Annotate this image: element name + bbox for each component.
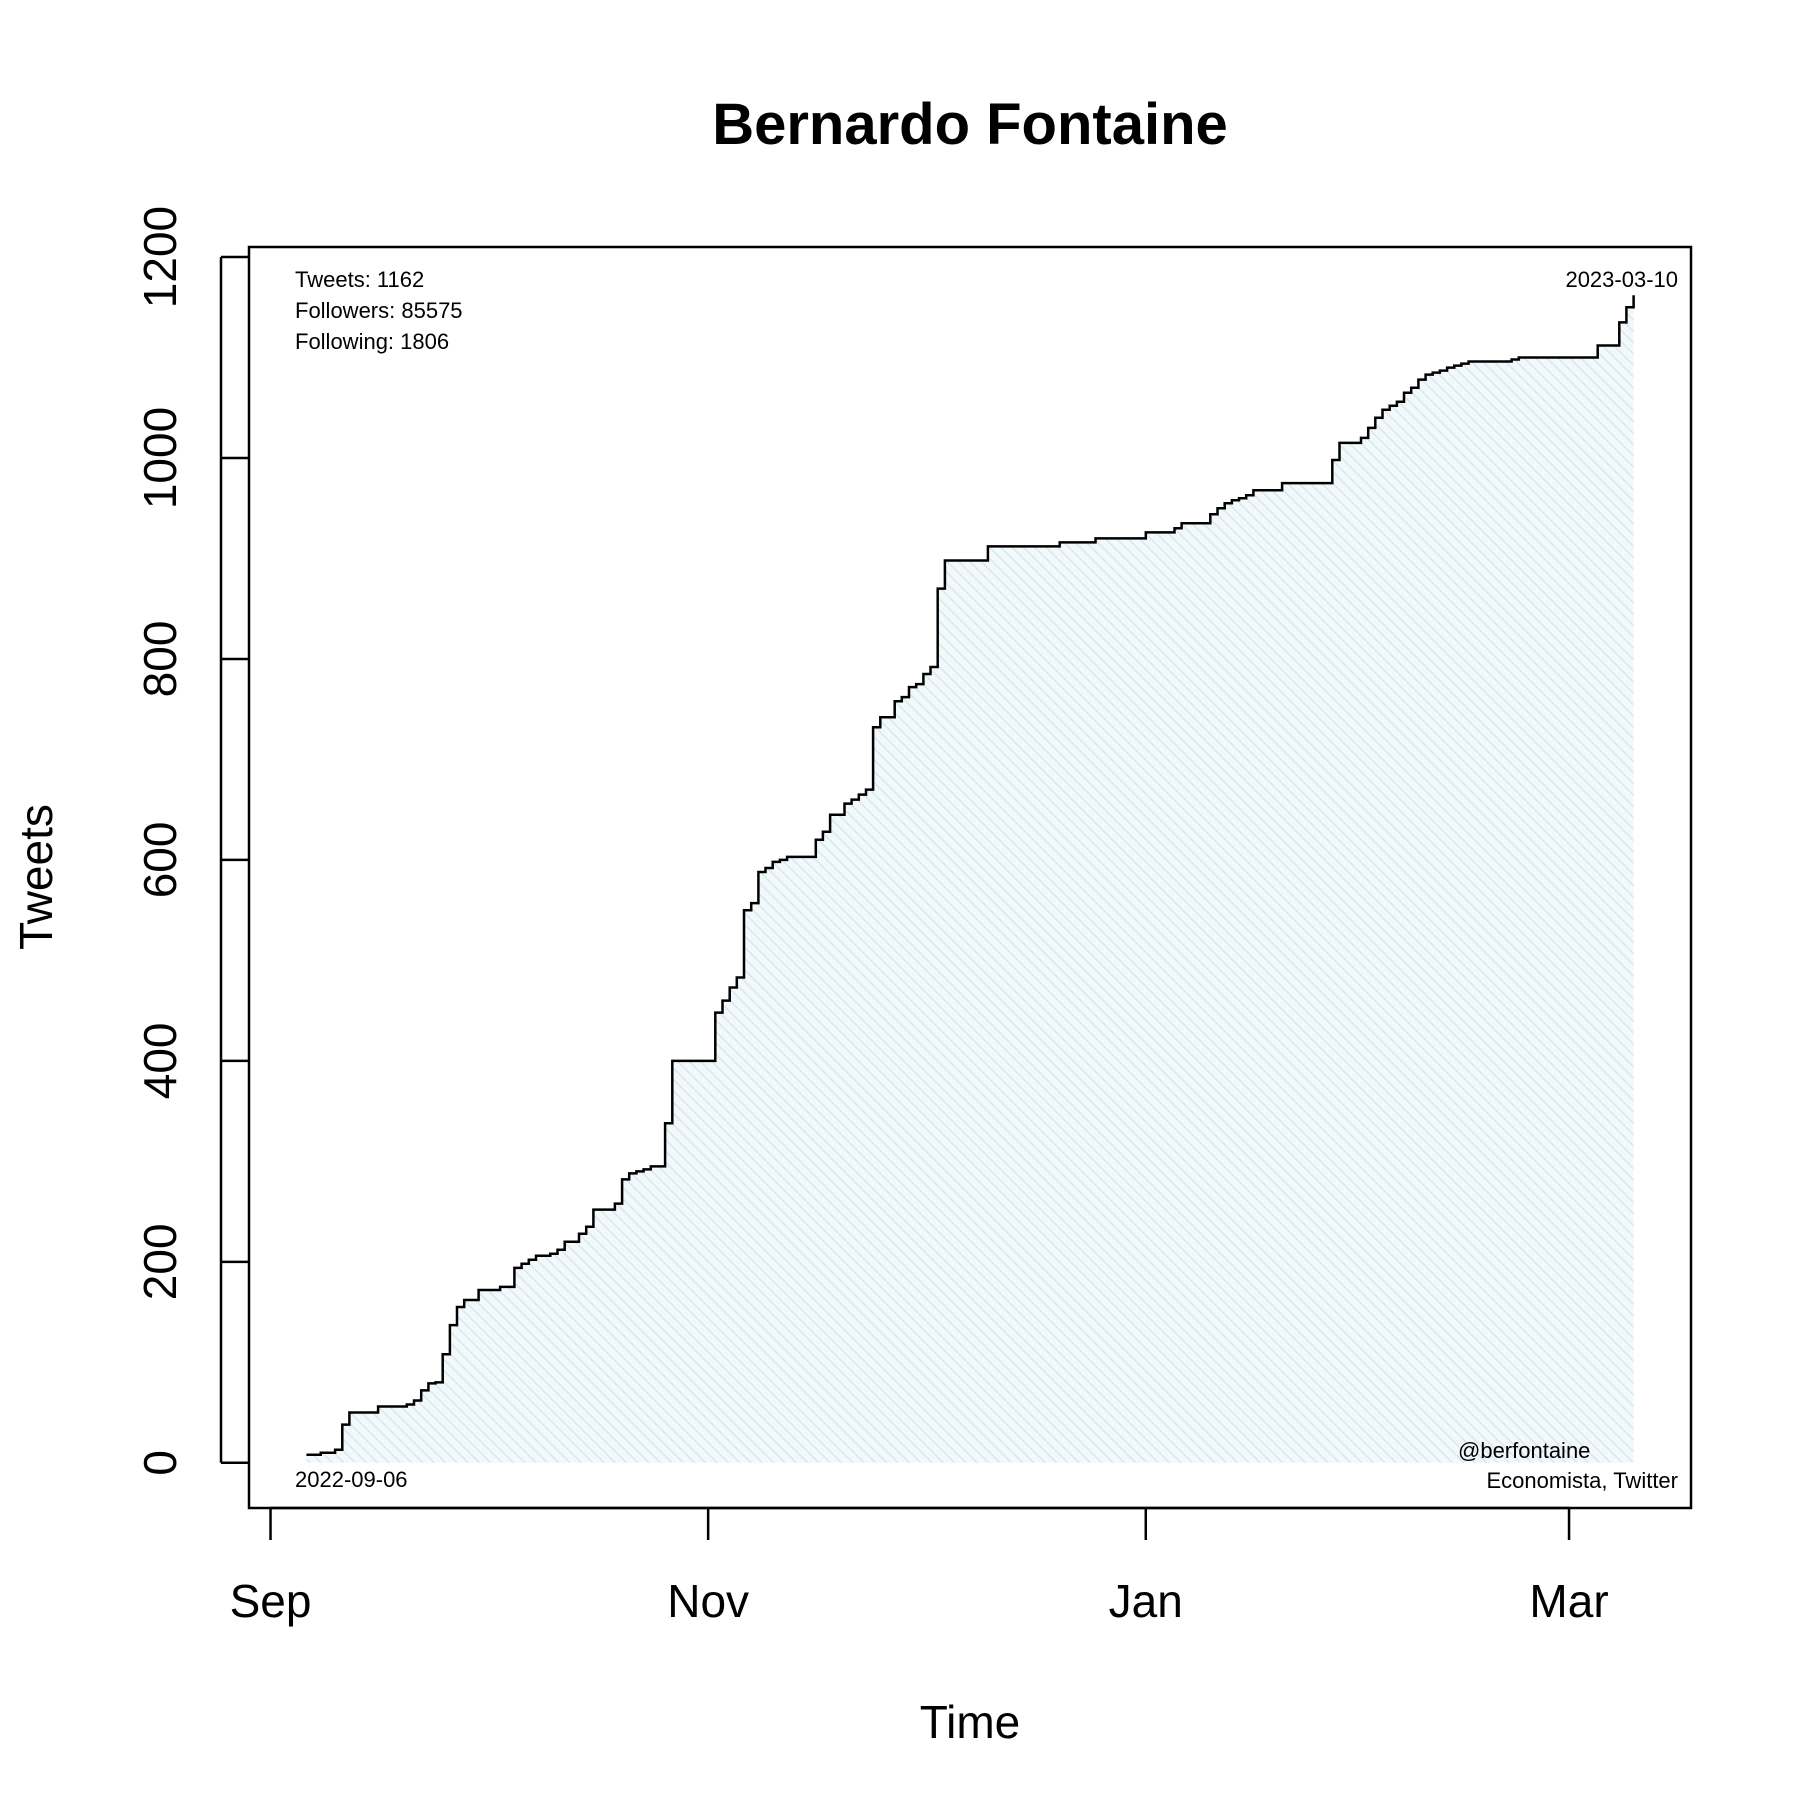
y-axis: 0 200 400 600 800 1000 1200 — [134, 206, 249, 1476]
start-date-label: 2022-09-06 — [295, 1467, 408, 1492]
y-tick-label: 1200 — [134, 206, 186, 308]
x-tick-label: Sep — [230, 1575, 312, 1627]
y-tick-label: 1000 — [134, 407, 186, 509]
stats-annotation: Tweets: 1162 Followers: 85575 Following:… — [295, 267, 463, 354]
x-axis-label: Time — [920, 1696, 1021, 1748]
y-tick-label: 0 — [134, 1450, 186, 1476]
profile-annotation: @berfontaine Economista, Twitter — [1458, 1438, 1678, 1493]
x-tick-label: Mar — [1529, 1575, 1608, 1627]
end-date-label: 2023-03-10 — [1565, 267, 1678, 292]
x-tick-label: Jan — [1109, 1575, 1183, 1627]
handle-label: @berfontaine — [1458, 1438, 1590, 1463]
description-label: Economista, Twitter — [1486, 1468, 1678, 1493]
y-tick-label: 400 — [134, 1022, 186, 1099]
y-axis-label: Tweets — [10, 804, 62, 950]
x-tick-label: Nov — [667, 1575, 749, 1627]
stat-following: Following: 1806 — [295, 329, 449, 354]
tweets-line — [306, 295, 1635, 1456]
tweets-area-fill — [306, 295, 1634, 1463]
y-tick-label: 600 — [134, 822, 186, 899]
y-tick-label: 800 — [134, 621, 186, 698]
stat-tweets: Tweets: 1162 — [295, 267, 424, 292]
y-tick-label: 200 — [134, 1223, 186, 1300]
plot-area — [306, 295, 1635, 1463]
chart-title: Bernardo Fontaine — [712, 92, 1228, 157]
x-axis: Sep Nov Jan Mar — [230, 1506, 1609, 1627]
stat-followers: Followers: 85575 — [295, 298, 463, 323]
